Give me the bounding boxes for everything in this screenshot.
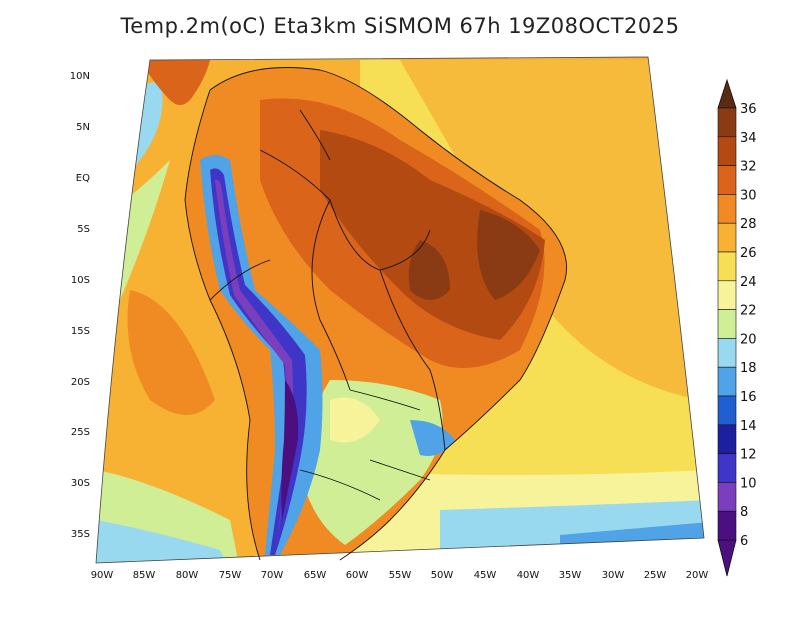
lon-label: 60W [346,570,369,581]
colorbar-swatch [717,366,737,397]
lon-label: 90W [91,570,114,581]
lat-label: 30S [71,478,90,489]
lon-label: 50W [431,570,454,581]
lon-label: 40W [517,570,540,581]
lat-label: 35S [71,529,90,540]
colorbar: 36 34 32 30 28 26 24 22 20 18 16 14 12 10 8 6 [717,78,757,577]
colorbar-swatch [717,424,737,454]
colorbar-label: 14 [740,419,757,434]
colorbar-label: 20 [740,332,757,347]
colorbar-swatch [717,165,737,195]
lon-label: 30W [602,570,625,581]
colorbar-swatch [717,482,737,512]
colorbar-swatch [717,453,737,483]
lon-label: 65W [304,570,327,581]
lon-label: 20W [686,570,709,581]
colorbar-swatch [717,107,737,138]
colorbar-swatch [717,251,737,282]
longitude-axis: 90W 85W 80W 75W 70W 65W 60W 55W 50W 45W … [91,570,709,581]
colorbar-swatch [717,510,737,541]
colorbar-label: 10 [740,476,757,491]
colorbar-label: 30 [740,188,757,203]
lat-label: 5N [76,122,90,133]
colorbar-label: 16 [740,390,757,405]
colorbar-label: 22 [740,304,757,319]
colorbar-label: 8 [740,505,748,520]
latitude-axis: 10N 5N EQ 5S 10S 15S 20S 25S 30S 35S [70,71,90,540]
colorbar-swatch [717,309,737,339]
colorbar-label: 32 [740,160,757,175]
lon-label: 80W [176,570,199,581]
lat-label: EQ [76,173,90,184]
colorbar-label: 34 [740,131,757,146]
colorbar-swatch [717,280,737,310]
colorbar-label: 6 [740,534,748,549]
lon-label: 35W [559,570,582,581]
colorbar-swatch [717,136,737,166]
lon-label: 55W [389,570,412,581]
map-title: Temp.2m(oC) Eta3km SiSMOM 67h 19Z08OCT20… [120,14,680,38]
lon-label: 25W [644,570,667,581]
colorbar-top-arrow [717,78,737,109]
lon-label: 85W [133,570,156,581]
colorbar-label: 12 [740,448,757,463]
temperature-field [96,57,704,563]
colorbar-label: 28 [740,217,757,232]
domain-border [95,56,705,564]
lat-label: 25S [71,427,90,438]
colorbar-label: 26 [740,246,757,261]
colorbar-label: 24 [740,275,757,290]
lon-label: 45W [474,570,497,581]
colorbar-label: 36 [740,102,757,117]
colorbar-label: 18 [740,361,757,376]
lat-label: 20S [71,377,90,388]
colorbar-swatch [717,222,737,253]
country-boundaries [184,67,567,561]
lon-label: 70W [261,570,284,581]
lat-label: 10S [71,275,90,286]
colorbar-swatch [717,395,737,426]
colorbar-swatch [717,194,737,224]
lat-label: 5S [77,224,90,235]
colorbar-bottom-arrow [717,539,737,577]
lat-label: 15S [71,326,90,337]
lat-label: 10N [70,71,90,82]
lon-label: 75W [219,570,242,581]
colorbar-swatch [717,338,737,368]
